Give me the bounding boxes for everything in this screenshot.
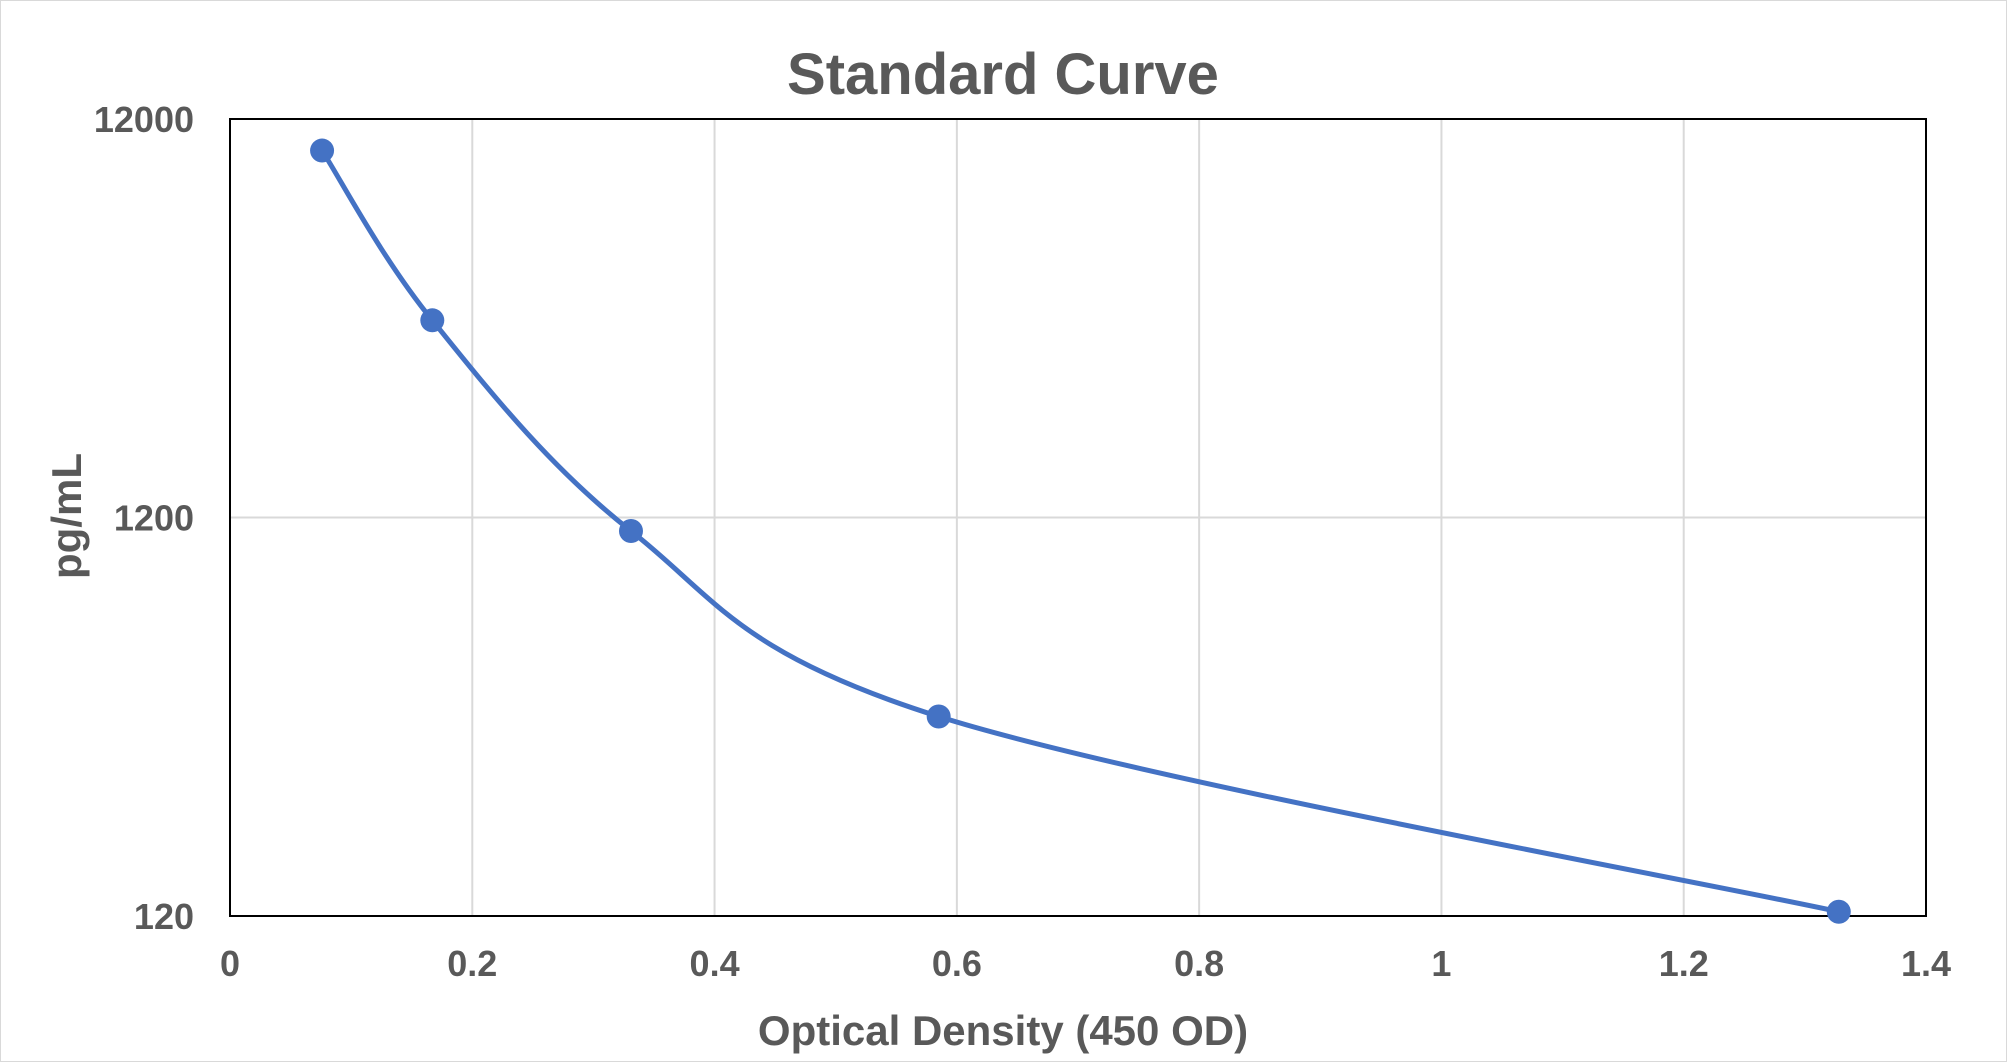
x-tick-label: 1 bbox=[1431, 943, 1451, 984]
x-tick-label: 0 bbox=[220, 943, 240, 984]
data-point bbox=[618, 518, 643, 543]
x-tick-label: 0.2 bbox=[447, 943, 497, 984]
data-point bbox=[1826, 899, 1851, 924]
x-axis-title: Optical Density (450 OD) bbox=[758, 1007, 1248, 1054]
x-tick-label: 0.4 bbox=[690, 943, 740, 984]
plot-area-border bbox=[229, 118, 1927, 917]
x-tick-label: 1.2 bbox=[1659, 943, 1709, 984]
x-tick-label: 1.4 bbox=[1901, 943, 1951, 984]
y-axis-title: pg/mL bbox=[43, 453, 90, 579]
x-axis-ticks: 0 0.2 0.4 0.6 0.8 1 1.2 1.4 bbox=[220, 943, 1951, 984]
series-points bbox=[310, 138, 1851, 924]
chart-title: Standard Curve bbox=[787, 42, 1219, 107]
x-tick-label: 0.6 bbox=[932, 943, 982, 984]
gridlines bbox=[229, 118, 1927, 917]
data-point bbox=[420, 308, 445, 333]
x-tick-label: 0.8 bbox=[1174, 943, 1224, 984]
data-point bbox=[926, 704, 951, 729]
data-point bbox=[310, 138, 335, 163]
y-tick-label: 12000 bbox=[94, 99, 194, 140]
y-tick-label: 1200 bbox=[114, 498, 194, 539]
y-tick-label: 120 bbox=[134, 896, 194, 937]
series-curve bbox=[319, 148, 1842, 915]
y-axis-ticks: 120 1200 12000 bbox=[94, 99, 194, 937]
